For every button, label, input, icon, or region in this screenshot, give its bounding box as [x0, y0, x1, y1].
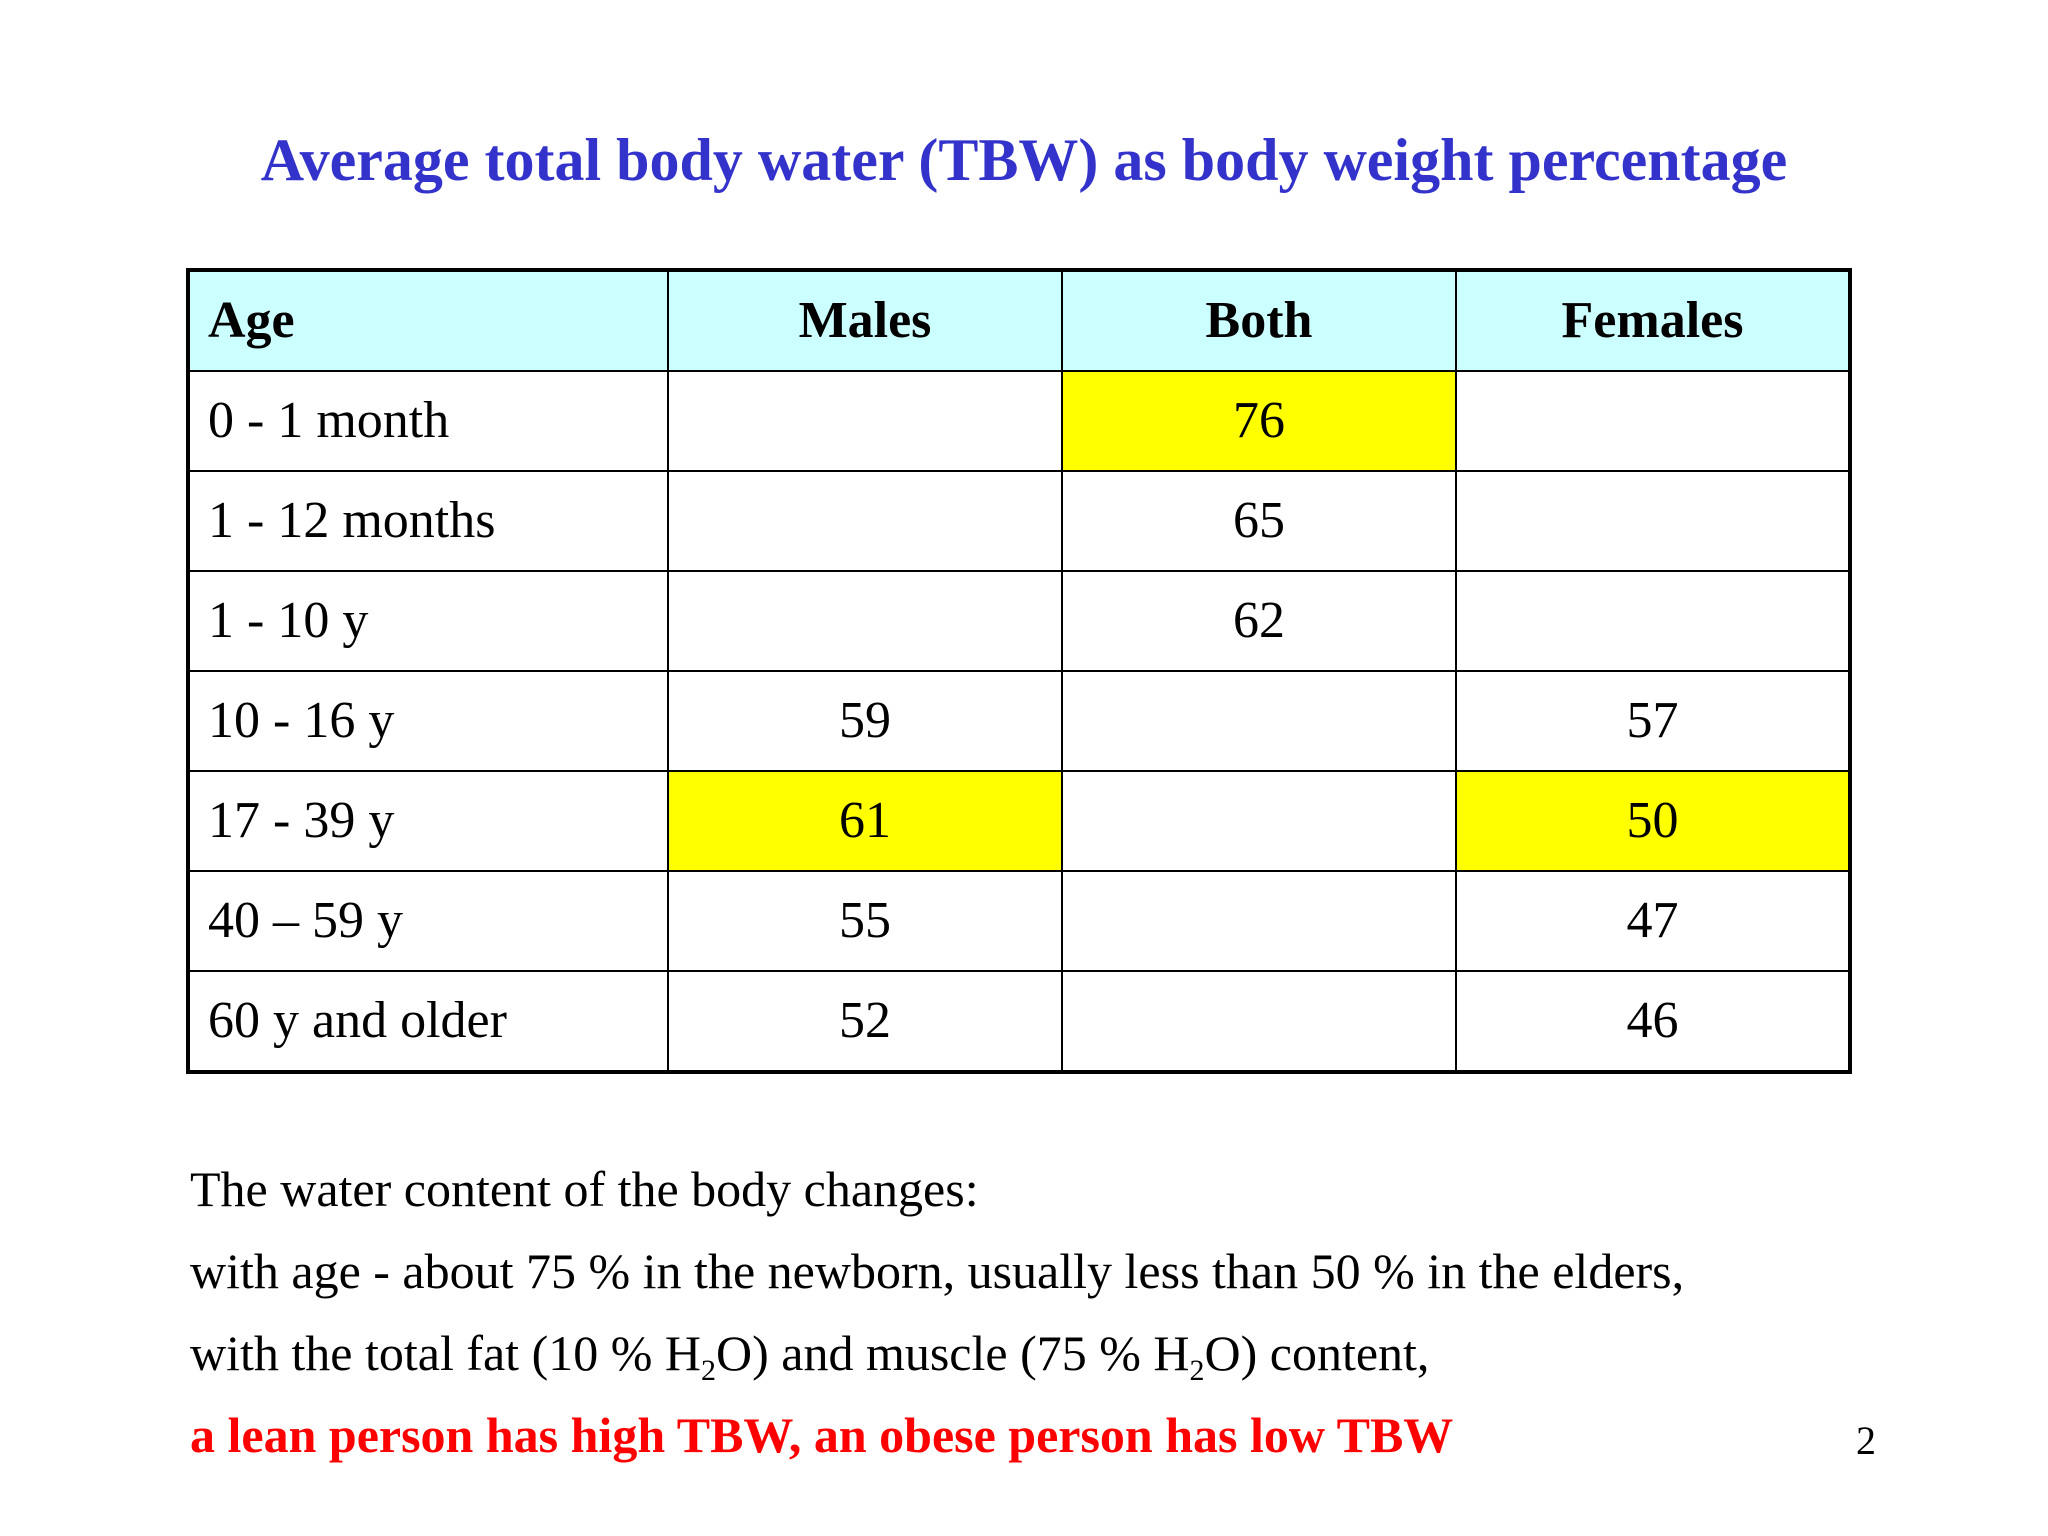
header-age: Age: [187, 269, 669, 372]
page-number: 2: [1856, 1418, 1876, 1463]
header-both: Both: [1061, 269, 1457, 372]
females-cell: 47: [1455, 870, 1851, 972]
note-line-3-text: O) content,: [1204, 1325, 1430, 1381]
table-row: 1 - 12 months 65: [187, 470, 1851, 572]
males-cell: [667, 370, 1063, 472]
both-cell: 65: [1061, 470, 1457, 572]
age-cell: 17 - 39 y: [187, 770, 669, 872]
both-cell: 62: [1061, 570, 1457, 672]
notes-block: The water content of the body changes: w…: [190, 1148, 1890, 1476]
females-cell: [1455, 370, 1851, 472]
table-header: Age Males Both Females: [187, 269, 1851, 372]
age-cell: 0 - 1 month: [187, 370, 669, 472]
table-body: 0 - 1 month 76 1 - 12 months 65 1 - 10 y…: [187, 370, 1851, 1073]
table-row: 60 y and older 52 46: [187, 970, 1851, 1073]
table-row: 0 - 1 month 76: [187, 370, 1851, 472]
subscript-2: 2: [1189, 1354, 1205, 1387]
note-line-2: with age - about 75 % in the newborn, us…: [190, 1243, 1685, 1299]
females-cell: 57: [1455, 670, 1851, 772]
tbw-table: Age Males Both Females 0 - 1 month 76 1 …: [186, 268, 1852, 1074]
age-cell: 1 - 10 y: [187, 570, 669, 672]
both-cell: 76: [1061, 370, 1457, 472]
females-cell: 46: [1455, 970, 1851, 1073]
both-cell: [1061, 670, 1457, 772]
age-cell: 40 – 59 y: [187, 870, 669, 972]
age-cell: 60 y and older: [187, 970, 669, 1073]
table-header-row: Age Males Both Females: [187, 269, 1851, 372]
table-row: 17 - 39 y 61 50: [187, 770, 1851, 872]
both-cell: [1061, 970, 1457, 1073]
subscript-2: 2: [701, 1354, 716, 1387]
note-line-3-text: with the total fat (10 % H: [190, 1325, 701, 1381]
females-cell: [1455, 570, 1851, 672]
males-cell: 59: [667, 670, 1063, 772]
females-cell: [1455, 470, 1851, 572]
note-line-4-emphasis: a lean person has high TBW, an obese per…: [190, 1407, 1454, 1463]
males-cell: 61: [667, 770, 1063, 872]
males-cell: 52: [667, 970, 1063, 1073]
table-row: 10 - 16 y 59 57: [187, 670, 1851, 772]
header-males: Males: [667, 269, 1063, 372]
males-cell: 55: [667, 870, 1063, 972]
table-row: 40 – 59 y 55 47: [187, 870, 1851, 972]
note-line-1: The water content of the body changes:: [190, 1161, 979, 1217]
age-cell: 1 - 12 months: [187, 470, 669, 572]
age-cell: 10 - 16 y: [187, 670, 669, 772]
header-females: Females: [1455, 269, 1851, 372]
males-cell: [667, 570, 1063, 672]
slide-title: Average total body water (TBW) as body w…: [260, 127, 1788, 193]
note-line-3-text: O) and muscle (75 % H: [716, 1325, 1190, 1381]
males-cell: [667, 470, 1063, 572]
note-line-3: with the total fat (10 % H2O) and muscle…: [190, 1312, 1890, 1394]
table-row: 1 - 10 y 62: [187, 570, 1851, 672]
both-cell: [1061, 870, 1457, 972]
both-cell: [1061, 770, 1457, 872]
females-cell: 50: [1455, 770, 1851, 872]
